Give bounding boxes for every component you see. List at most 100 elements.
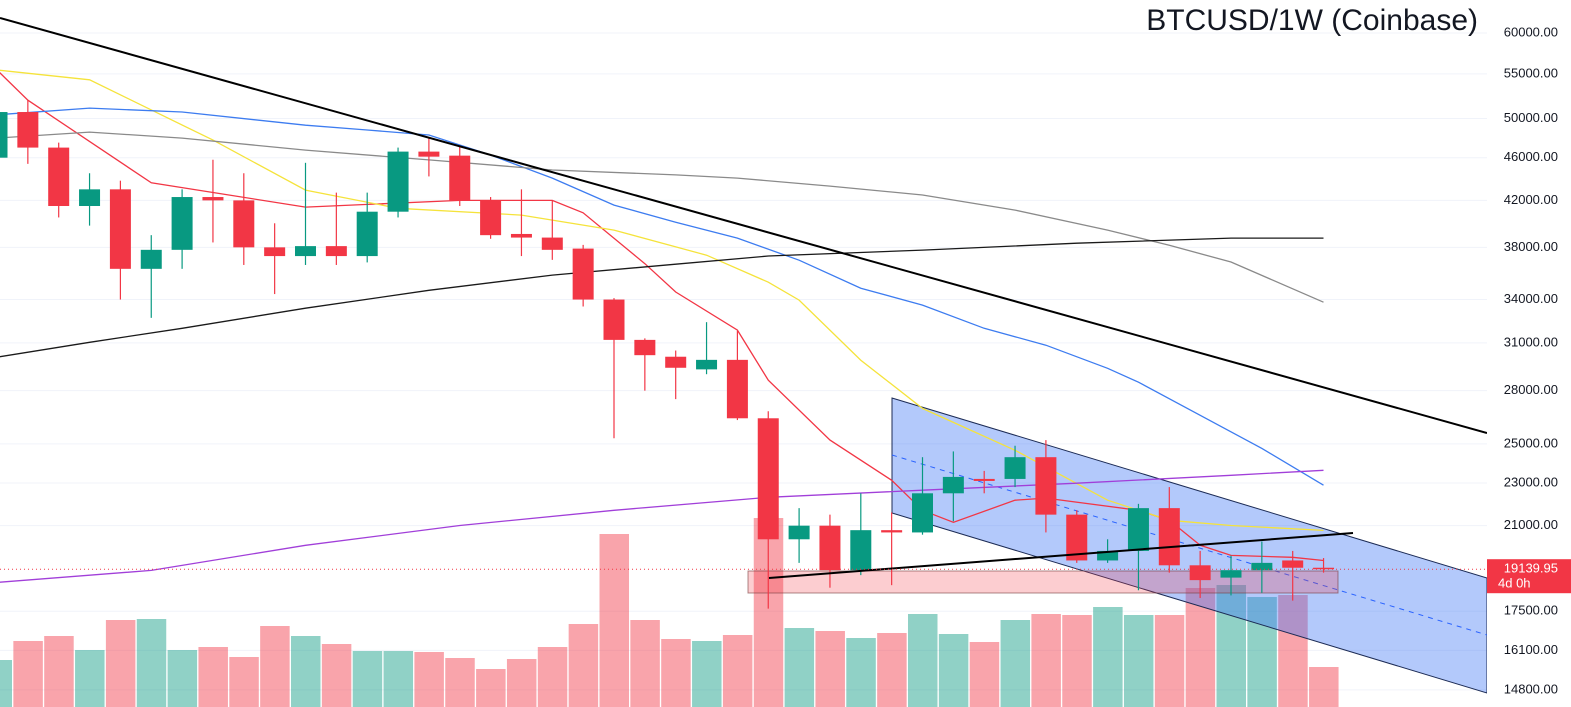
volume-bar bbox=[1154, 615, 1185, 707]
candle-body bbox=[973, 478, 995, 481]
last-price-label: 19139.95 bbox=[1504, 561, 1558, 576]
volume-pane bbox=[0, 518, 1339, 707]
candle-body bbox=[1097, 550, 1119, 561]
volume-bar bbox=[321, 644, 352, 707]
volume-bar bbox=[938, 634, 969, 707]
y-tick-label: 31000.00 bbox=[1504, 334, 1558, 349]
volume-bar bbox=[44, 636, 74, 707]
y-tick-label: 46000.00 bbox=[1504, 149, 1558, 164]
volume-bar bbox=[352, 651, 383, 707]
volume-bar bbox=[1185, 588, 1216, 707]
moving-averages bbox=[0, 69, 1324, 583]
candle-body bbox=[572, 248, 594, 300]
candle-body bbox=[233, 200, 255, 248]
volume-bar bbox=[908, 614, 938, 707]
volume-bar bbox=[383, 651, 414, 707]
volume-bar bbox=[0, 660, 12, 707]
candle-body bbox=[603, 299, 625, 340]
candle-body bbox=[819, 525, 841, 571]
moving-average bbox=[0, 107, 1324, 486]
volume-bar bbox=[1247, 597, 1277, 707]
trend-line bbox=[0, 17, 1487, 434]
volume-bar bbox=[75, 650, 105, 707]
volume-bar bbox=[105, 620, 136, 707]
volume-bar bbox=[476, 669, 506, 707]
candle-body bbox=[1189, 565, 1211, 581]
y-tick-label: 55000.00 bbox=[1504, 65, 1558, 80]
trend-line bbox=[768, 532, 1354, 579]
volume-bar bbox=[1278, 595, 1308, 707]
candle-body bbox=[1282, 560, 1304, 568]
y-tick-label: 23000.00 bbox=[1504, 474, 1558, 489]
y-tick-label: 25000.00 bbox=[1504, 435, 1558, 450]
volume-bar bbox=[1000, 620, 1031, 707]
candle-body bbox=[1035, 457, 1057, 515]
candles bbox=[0, 100, 1335, 609]
candle-body bbox=[942, 476, 964, 494]
moving-average bbox=[0, 469, 1324, 583]
volume-bar bbox=[630, 620, 660, 707]
volume-bar bbox=[815, 631, 845, 707]
support-zone bbox=[747, 570, 1339, 594]
candle-body bbox=[788, 525, 810, 540]
candle-body bbox=[1066, 514, 1088, 561]
volume-bar bbox=[1216, 585, 1246, 707]
volume-bar bbox=[291, 636, 321, 707]
candle-body bbox=[1313, 567, 1335, 570]
volume-bar bbox=[1309, 667, 1339, 707]
y-tick-label: 38000.00 bbox=[1504, 239, 1558, 254]
volume-bar bbox=[198, 647, 228, 707]
candle-body bbox=[79, 189, 101, 207]
y-tick-label: 28000.00 bbox=[1504, 382, 1558, 397]
y-tick-label: 17500.00 bbox=[1504, 603, 1558, 618]
volume-bar bbox=[1062, 615, 1092, 707]
candle-body bbox=[1220, 570, 1242, 578]
volume-bar bbox=[229, 657, 259, 707]
candle-body bbox=[881, 530, 903, 533]
candle-body bbox=[757, 418, 779, 540]
candle-body bbox=[480, 200, 502, 236]
volume-bar bbox=[445, 658, 475, 707]
volume-bar bbox=[969, 642, 1000, 707]
candle-body bbox=[1158, 508, 1180, 566]
candle-body bbox=[418, 151, 440, 157]
y-tick-label: 60000.00 bbox=[1504, 24, 1558, 39]
volume-bar bbox=[1093, 607, 1123, 707]
candle-body bbox=[140, 249, 162, 269]
candle-body bbox=[634, 339, 656, 356]
volume-bar bbox=[1123, 615, 1154, 707]
y-tick-label: 50000.00 bbox=[1504, 110, 1558, 125]
y-tick-label: 21000.00 bbox=[1504, 517, 1558, 532]
candle-body bbox=[17, 112, 39, 148]
candle-body bbox=[0, 112, 8, 158]
candle-body bbox=[325, 246, 347, 257]
candle-body bbox=[449, 155, 471, 201]
volume-bar bbox=[537, 647, 568, 707]
candle-body bbox=[387, 151, 409, 212]
candle-body bbox=[356, 211, 378, 257]
candle-body bbox=[726, 359, 748, 419]
price-axis bbox=[1487, 0, 1571, 707]
y-tick-label: 34000.00 bbox=[1504, 291, 1558, 306]
chart-title: BTCUSD/1W (Coinbase) bbox=[1146, 4, 1478, 37]
volume-bar bbox=[846, 638, 876, 707]
volume-bar bbox=[722, 635, 753, 707]
volume-bar bbox=[506, 659, 537, 707]
price-axis-labels: 60000.00 55000.00 50000.00 46000.00 42000.00… bbox=[1487, 24, 1571, 696]
candle-body bbox=[696, 359, 718, 370]
candle-body bbox=[541, 237, 563, 250]
candle-body bbox=[202, 197, 224, 201]
moving-average bbox=[0, 69, 1324, 532]
candle-body bbox=[1127, 508, 1149, 551]
candle-body bbox=[510, 233, 532, 238]
volume-bar bbox=[167, 650, 198, 707]
candle-body bbox=[295, 246, 316, 257]
volume-bar bbox=[661, 639, 691, 707]
last-price-badge bbox=[1487, 559, 1571, 594]
volume-bar bbox=[260, 626, 290, 707]
volume-bar bbox=[13, 641, 43, 707]
candle-body bbox=[850, 530, 872, 571]
candle-body bbox=[1004, 457, 1026, 479]
